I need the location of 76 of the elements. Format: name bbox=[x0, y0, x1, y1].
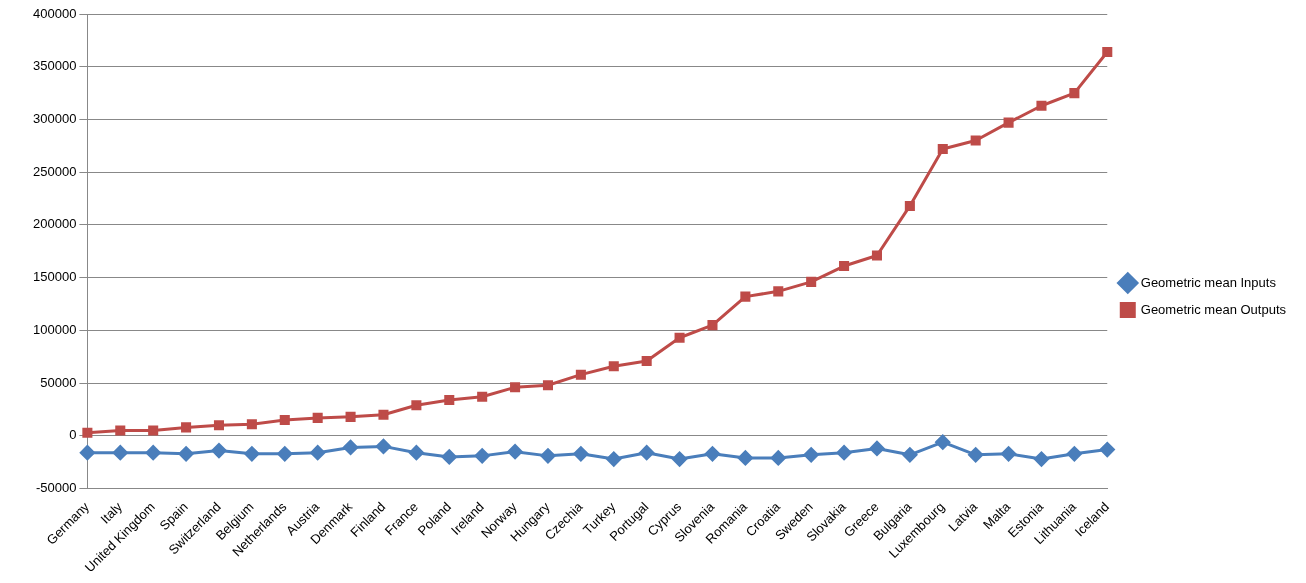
point bbox=[312, 412, 323, 423]
point bbox=[970, 135, 981, 146]
point bbox=[707, 320, 718, 331]
point bbox=[606, 451, 622, 467]
point bbox=[641, 355, 652, 366]
point bbox=[1099, 442, 1115, 458]
point bbox=[1001, 446, 1017, 462]
point bbox=[773, 286, 784, 297]
point bbox=[244, 446, 260, 462]
point bbox=[178, 446, 194, 462]
point bbox=[740, 291, 751, 302]
point bbox=[937, 143, 948, 155]
point bbox=[375, 438, 391, 454]
y-tick-label: -50000 bbox=[35, 480, 77, 496]
legend-label: Geometric mean Outputs bbox=[1140, 301, 1287, 317]
point bbox=[378, 409, 389, 420]
point bbox=[608, 361, 619, 372]
point bbox=[1036, 100, 1047, 111]
point bbox=[869, 440, 885, 456]
point bbox=[871, 250, 883, 261]
y-tick-label: 300000 bbox=[32, 111, 77, 127]
point bbox=[839, 261, 850, 272]
point bbox=[902, 447, 918, 463]
point bbox=[82, 427, 93, 438]
point bbox=[181, 422, 192, 433]
y-tick-label: 0 bbox=[69, 427, 77, 443]
point bbox=[343, 439, 359, 455]
point bbox=[444, 394, 455, 406]
point bbox=[968, 447, 984, 463]
point bbox=[112, 445, 128, 461]
point bbox=[145, 445, 161, 461]
point bbox=[411, 400, 422, 411]
point bbox=[345, 411, 356, 422]
point bbox=[704, 446, 720, 462]
point bbox=[246, 419, 257, 430]
point bbox=[935, 434, 951, 450]
y-tick-label: 250000 bbox=[32, 163, 77, 179]
point bbox=[806, 276, 817, 287]
point bbox=[1069, 88, 1080, 99]
point bbox=[115, 425, 126, 436]
point bbox=[1102, 46, 1113, 57]
point bbox=[803, 447, 819, 463]
point bbox=[279, 414, 290, 426]
point bbox=[213, 420, 225, 431]
point bbox=[474, 448, 490, 464]
point bbox=[510, 382, 521, 393]
point bbox=[1033, 451, 1049, 467]
point bbox=[737, 450, 753, 466]
point bbox=[1066, 446, 1082, 462]
point bbox=[836, 445, 852, 461]
y-tick-label: 50000 bbox=[40, 374, 77, 390]
legend-label: Geometric mean Inputs bbox=[1140, 274, 1277, 290]
point bbox=[575, 369, 586, 380]
y-tick-label: 400000 bbox=[32, 5, 77, 21]
point bbox=[408, 445, 424, 461]
point bbox=[277, 446, 293, 462]
point bbox=[211, 443, 227, 459]
y-tick-label: 350000 bbox=[32, 58, 77, 74]
y-tick-label: 150000 bbox=[32, 269, 77, 285]
point bbox=[770, 450, 786, 466]
point bbox=[904, 200, 915, 211]
point bbox=[441, 449, 457, 465]
point bbox=[639, 445, 655, 461]
y-tick-label: 100000 bbox=[32, 321, 77, 337]
point bbox=[674, 332, 685, 343]
point bbox=[79, 445, 95, 461]
point bbox=[672, 451, 688, 467]
point bbox=[573, 446, 589, 462]
point bbox=[542, 380, 554, 391]
point bbox=[507, 444, 523, 460]
point bbox=[477, 391, 488, 402]
point bbox=[1003, 117, 1014, 128]
point bbox=[310, 445, 326, 461]
y-tick-label: 200000 bbox=[32, 216, 77, 232]
point bbox=[148, 425, 159, 436]
point bbox=[540, 448, 556, 464]
